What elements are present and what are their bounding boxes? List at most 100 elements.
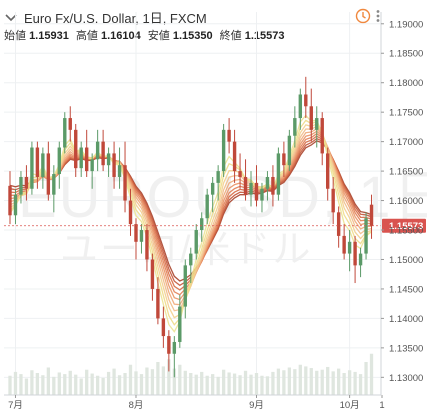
candle-body (238, 171, 242, 177)
candle-body (320, 118, 324, 154)
volume-bar (85, 369, 89, 395)
volume-bar (282, 370, 286, 395)
volume-bar (106, 371, 111, 395)
candle-body (68, 118, 72, 130)
candle-body (90, 159, 94, 172)
last-price-label: 1.15573 (389, 221, 423, 232)
volume-bar (189, 373, 193, 395)
last-price-tag (382, 218, 426, 233)
volume-bar (112, 368, 116, 395)
candle-body (63, 118, 67, 148)
volume-bar (57, 372, 61, 395)
ma-line-9 (9, 119, 372, 326)
volume-bar (293, 369, 297, 395)
volume-bar (46, 367, 50, 395)
volume-bar (347, 370, 352, 395)
volume-bar (353, 371, 357, 395)
candle-body (19, 176, 23, 195)
candle-body (57, 147, 61, 175)
candlesticks (8, 76, 374, 378)
open-value: 1.15931 (29, 30, 69, 42)
volume-bar (200, 371, 204, 395)
time-tick-label: 9月 (249, 400, 264, 411)
candle-body (221, 129, 226, 172)
candle-body (84, 147, 89, 172)
candle-body (243, 176, 248, 195)
chevron-down-icon (5, 14, 17, 22)
candle-body (183, 265, 187, 307)
price-tick-label: 1.15500 (389, 226, 423, 237)
candle-body (227, 129, 231, 142)
volume-bar (337, 368, 341, 395)
candle-body (326, 153, 330, 189)
close-value: 1.15573 (244, 30, 285, 42)
last-price-line: 1.15573 (4, 218, 426, 233)
time-tick-label: 1 (379, 400, 384, 411)
volume-bar (227, 372, 231, 395)
candle-body (101, 141, 105, 166)
candle-body (30, 147, 34, 189)
time-axis[interactable]: 7月 8月 9月 10月 1 (4, 394, 385, 411)
volume-bar (265, 376, 270, 395)
volume-bar (243, 370, 248, 395)
candle-body (254, 182, 259, 201)
price-axis[interactable]: 1.19000 1.18500 1.18000 1.17500 1.17000 1.165… (380, 12, 423, 395)
menu-button[interactable] (370, 8, 386, 24)
candle-body (194, 230, 198, 254)
volume-bar (52, 376, 56, 395)
volume-bar (304, 366, 308, 395)
price-tick-label: 1.15000 (389, 255, 423, 266)
price-tick-label: 1.17000 (389, 137, 423, 148)
candle-body (293, 118, 297, 136)
volume-bar (145, 367, 149, 395)
volume-bar (276, 368, 281, 395)
volume-bar (128, 364, 133, 395)
vertical-dots-icon (376, 10, 380, 22)
candle-body (178, 306, 182, 342)
price-tick-label: 1.19000 (389, 19, 423, 30)
price-tick-label: 1.17500 (389, 108, 423, 119)
low-label: 安値 (147, 30, 170, 42)
candle-body (79, 147, 83, 169)
volume-bar (309, 368, 313, 395)
price-tick-label: 1.16000 (389, 196, 423, 207)
volume-bar (211, 374, 215, 395)
candle-body (347, 241, 352, 254)
volume-bar (117, 375, 122, 395)
volume-bar (216, 376, 220, 395)
high-label: 高値 (75, 30, 98, 42)
candle-body (150, 259, 155, 289)
price-tick-label: 1.13500 (389, 343, 423, 354)
volume-bar (232, 373, 237, 395)
candle-body (123, 165, 127, 201)
price-tick-label: 1.18500 (389, 49, 423, 60)
volume-bar (167, 359, 171, 395)
volume-bar (358, 374, 363, 395)
candle-body (74, 129, 78, 169)
candle-body (282, 153, 286, 166)
volume-bar (8, 375, 12, 395)
volume-bar (19, 374, 23, 395)
volume-bar (150, 369, 155, 395)
volume-bar (95, 375, 100, 395)
volume-bar (364, 362, 368, 395)
volume-bar (68, 370, 72, 395)
low-value: 1.15350 (172, 30, 213, 42)
candle-body (304, 94, 308, 107)
collapse-toggle[interactable] (4, 10, 18, 24)
volume-bar (298, 364, 302, 395)
price-tick-label: 1.14000 (389, 314, 423, 325)
volume-bar (315, 370, 319, 395)
candle-body (41, 153, 45, 177)
candle-body (331, 188, 335, 213)
volume-bar (254, 373, 259, 395)
volume-bar (90, 373, 94, 395)
symbol-title[interactable]: Euro Fx/U.S. Dollar, 1日, FXCM (24, 10, 207, 26)
alert-button[interactable] (355, 8, 371, 24)
volume-bar (41, 375, 45, 395)
volume-bar (156, 362, 160, 395)
volume-bar (63, 374, 67, 395)
candle-body (309, 106, 313, 130)
candle-body (52, 174, 56, 195)
